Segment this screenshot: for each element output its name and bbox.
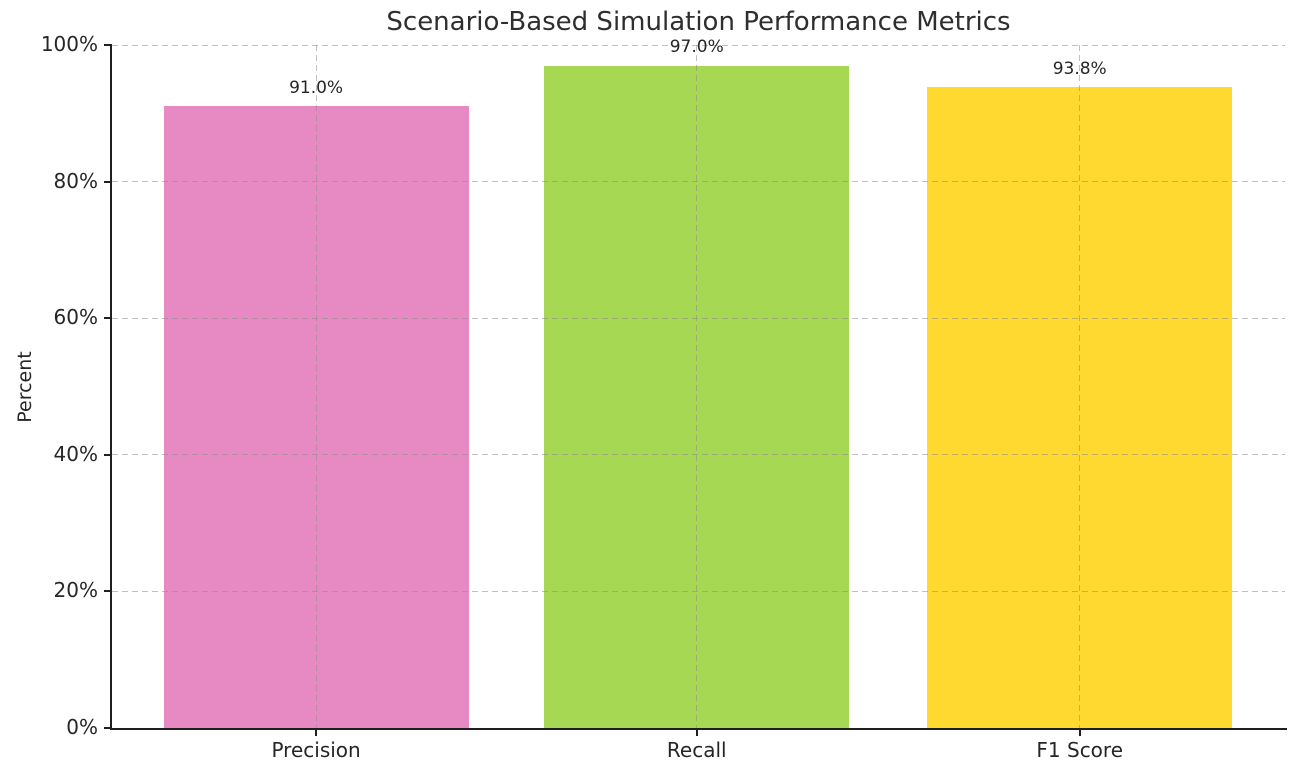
y-tick-mark xyxy=(104,727,112,729)
h-gridline xyxy=(112,44,1285,46)
x-tick-mark xyxy=(1078,728,1081,736)
bar-value-label: 97.0% xyxy=(669,37,724,58)
y-tick-mark xyxy=(104,317,112,320)
h-gridline xyxy=(112,590,1285,592)
y-tick-label: 100% xyxy=(40,32,98,56)
y-axis-label: Percent xyxy=(14,351,36,423)
x-tick-label: Recall xyxy=(666,738,727,762)
v-gridline xyxy=(696,45,698,728)
x-tick-label: F1 Score xyxy=(1036,738,1124,762)
x-axis-spine xyxy=(110,728,1287,730)
y-axis-spine xyxy=(110,45,112,730)
y-tick-mark xyxy=(104,180,112,183)
y-tick-label: 80% xyxy=(53,168,98,193)
y-tick-mark xyxy=(104,453,112,456)
h-gridline xyxy=(112,454,1285,456)
x-tick-label: Precision xyxy=(271,738,361,762)
y-tick-mark xyxy=(104,44,112,46)
x-tick-mark xyxy=(315,728,318,736)
h-gridline xyxy=(112,181,1285,183)
x-tick-mark xyxy=(695,728,698,736)
y-tick-label: 20% xyxy=(53,578,98,603)
v-gridline xyxy=(1079,45,1081,728)
chart-title: Scenario-Based Simulation Performance Me… xyxy=(386,7,1011,37)
y-tick-label: 40% xyxy=(53,441,98,466)
bar-value-label: 91.0% xyxy=(289,78,344,99)
h-gridline xyxy=(112,317,1285,319)
v-gridline xyxy=(315,45,317,728)
y-tick-mark xyxy=(104,590,112,593)
plot-area xyxy=(112,44,1285,728)
bar-value-label: 93.8% xyxy=(1052,59,1107,80)
y-tick-label: 0% xyxy=(66,715,98,739)
y-tick-label: 60% xyxy=(53,305,98,330)
